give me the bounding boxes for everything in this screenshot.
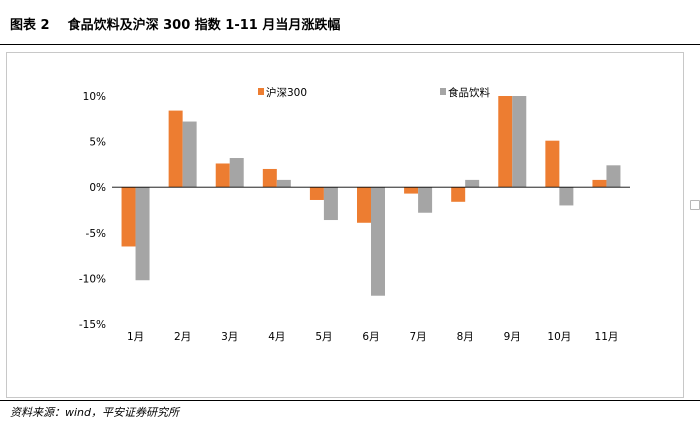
y-tick-label: -15%	[79, 319, 106, 331]
footer-rule	[0, 400, 700, 401]
x-tick-label: 8月	[457, 331, 474, 343]
bar-food-beverage	[606, 165, 621, 188]
legend-swatch	[440, 88, 446, 95]
bar-hs300	[592, 179, 607, 188]
x-tick-label: 11月	[595, 331, 619, 343]
bar-hs300	[357, 187, 371, 223]
x-tick-label: 2月	[174, 331, 191, 343]
x-tick-label: 5月	[315, 331, 332, 343]
bar-hs300	[215, 163, 230, 188]
bar-hs300	[262, 168, 277, 188]
x-tick-label: 1月	[127, 331, 144, 343]
bar-hs300	[404, 187, 419, 194]
bar-food-beverage	[512, 96, 527, 188]
x-tick-label: 10月	[547, 331, 571, 343]
bar-food-beverage	[276, 179, 291, 188]
bar-hs300	[498, 96, 513, 188]
bar-hs300	[121, 187, 136, 247]
y-tick-label: 10%	[83, 91, 106, 103]
bar-hs300	[309, 187, 324, 200]
bar-food-beverage	[559, 187, 574, 206]
header-rule	[0, 44, 700, 45]
x-tick-label: 9月	[504, 331, 521, 343]
figure-title: 食品饮料及沪深 300 指数 1-11 月当月涨跌幅	[67, 18, 341, 33]
bar-food-beverage	[323, 187, 338, 221]
bar-hs300	[545, 140, 560, 188]
x-tick-label: 6月	[362, 331, 379, 343]
bar-hs300	[168, 110, 183, 188]
bar-food-beverage	[465, 179, 480, 188]
x-tick-label: 7月	[409, 331, 426, 343]
source-note: 资料来源：wind，平安证券研究所	[10, 406, 180, 419]
legend-label: 食品饮料	[448, 86, 490, 99]
bar-food-beverage	[371, 187, 385, 296]
figure-header: 图表 2 食品饮料及沪深 300 指数 1-11 月当月涨跌幅	[10, 14, 340, 33]
legend-label: 沪深300	[266, 86, 307, 99]
bar-food-beverage	[135, 187, 150, 281]
x-tick-label: 3月	[221, 331, 238, 343]
y-tick-label: -10%	[79, 273, 106, 285]
y-tick-label: -5%	[86, 228, 106, 240]
x-tick-label: 4月	[268, 331, 285, 343]
figure-number: 图表 2	[10, 18, 50, 33]
y-tick-label: 5%	[89, 137, 106, 149]
legend-swatch	[258, 88, 264, 95]
scroll-handle[interactable]	[690, 200, 700, 210]
bar-hs300	[451, 187, 466, 202]
bar-food-beverage	[182, 121, 197, 188]
chart-panel	[6, 52, 684, 398]
y-tick-label: 0%	[89, 182, 106, 194]
bar-food-beverage	[418, 187, 433, 213]
bar-food-beverage	[229, 158, 244, 188]
